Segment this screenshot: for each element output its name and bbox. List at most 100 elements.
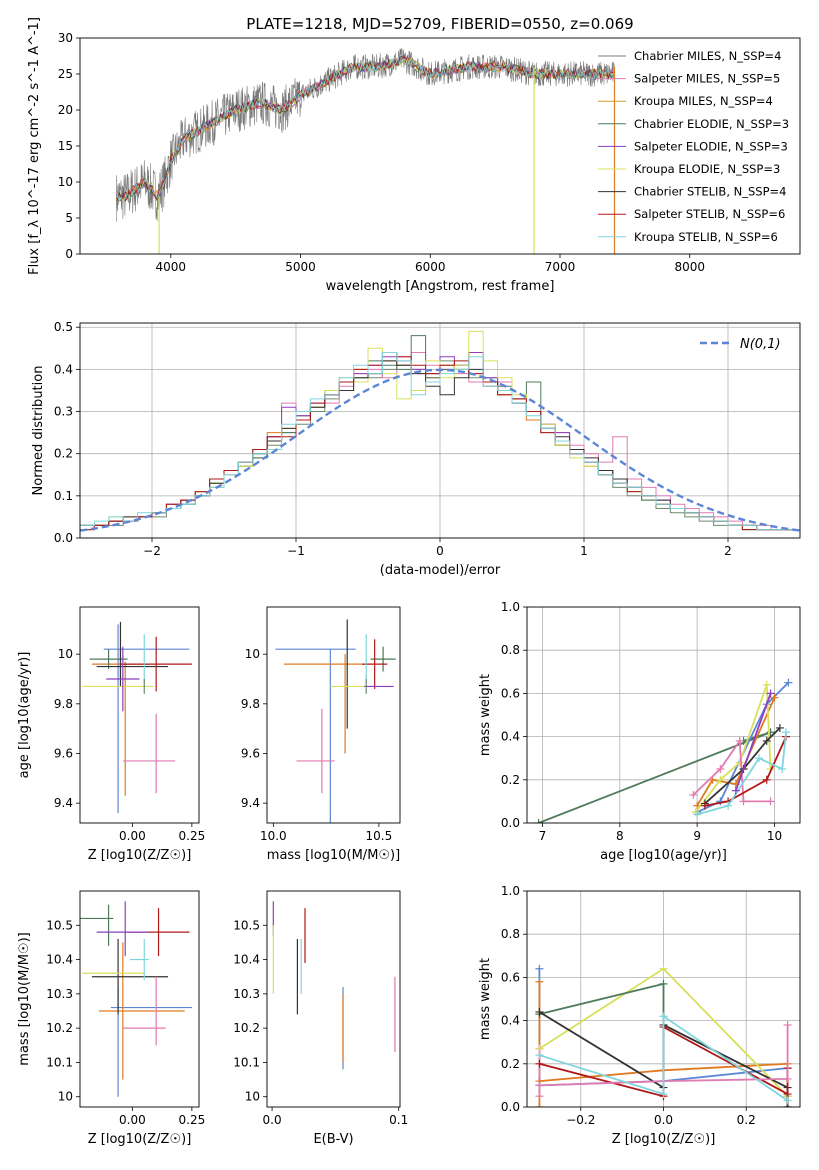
weight-marker [535,1059,544,1068]
plot-area [275,619,396,823]
weight-marker [783,1020,792,1029]
plot-area [82,621,192,814]
weight-marker [689,790,698,799]
axes-frame [526,606,801,824]
x-tick-label: 7 [539,829,547,843]
y-axis-label: mass [log10(M/M☉)] [17,932,32,1065]
x-tick-label: −1 [287,544,305,558]
weight-marker [784,678,793,687]
x-tick-label: 8 [616,829,624,843]
x-axis-label: Z [log10(Z/Z☉)] [88,848,192,863]
x-tick-label: 0.0 [263,1113,282,1127]
legend-entry: N(0,1) [740,337,781,352]
weight-marker [762,775,771,784]
error-bar-point [120,636,192,692]
weight-marker [535,1103,544,1107]
y-tick-label: 1.0 [501,884,520,898]
weight-marker [735,736,744,745]
weight-marker [762,680,771,689]
weight-marker [770,693,779,702]
y-axis-label: mass weight [478,958,493,1040]
weight-marker [659,979,668,988]
plot-area [527,607,800,823]
x-tick-label: 1 [580,544,588,558]
weight-marker [762,736,771,745]
x-tick-label: 5000 [285,260,316,274]
y-tick-label: 10.5 [233,918,260,932]
weight-marker [659,964,668,973]
weight-marker [716,775,725,784]
y-tick-label: 0.4 [501,730,520,744]
y-tick-label: 0.6 [501,686,520,700]
legend-entry: Salpeter ELODIE, N_SSP=3 [634,139,788,153]
y-tick-label: 0.0 [501,816,520,830]
weight-marker [782,728,791,737]
y-tick-label: 0.4 [501,1014,520,1028]
error-bar-point [106,646,140,712]
weight-marker [766,797,775,806]
x-tick-label: 8000 [674,260,705,274]
y-tick-label: 15 [58,139,73,153]
error-bar-point [89,649,128,670]
x-tick-label: 10.5 [366,829,393,843]
x-tick-label: 0 [436,544,444,558]
y-tick-label: 0.1 [54,489,73,503]
weight-marker [766,728,775,737]
panel-spectrum: 4000 5000 6000 7000 8000 0 5 10 15 20 25 30 Chabrier… [27,17,801,294]
weight-marker [659,1012,668,1021]
x-tick-label: 0.25 [179,1113,206,1127]
weight-marker [716,797,725,806]
gaussian-curve [80,368,800,532]
plot-area [272,901,396,1070]
panel-age-vs-mass: 10.0 10.5 9.4 9.6 9.8 10 mass [log10(M/M☉)] [241,606,401,863]
plot-area [527,891,800,1107]
y-tick-label: 10.3 [233,987,260,1001]
y-tick-label: 10.4 [46,953,73,967]
legend-entry: Salpeter STELIB, N_SSP=6 [634,207,785,221]
panel-mass-weight-vs-age: 7 8 9 10 0.0 0.2 0.4 0.6 0.8 1.0 age [log10(age/yr… [478,600,801,863]
weight-marker [724,801,733,810]
x-tick-label: −2 [143,544,161,558]
x-axis-label: age [log10(age/yr)] [600,848,727,863]
weight-marker [535,964,544,973]
y-tick-label: 10 [58,175,73,189]
weight-series-line [696,697,776,807]
y-tick-label: 0 [65,247,73,261]
x-tick-label: 0.25 [179,829,206,843]
legend-entry: Kroupa ELODIE, N_SSP=3 [634,162,780,176]
x-tick-label: 0.2 [737,1113,756,1127]
axes-frame [526,890,801,1108]
weight-marker [778,765,787,773]
y-tick-label: 0.5 [54,320,73,334]
y-tick-label: 30 [58,31,73,45]
x-axis-label: (data-model)/error [380,563,501,578]
y-tick-label: 10.1 [46,1055,73,1069]
y-tick-label: 10.2 [46,1021,73,1035]
weight-marker [535,1092,544,1101]
y-tick-label: 25 [58,67,73,81]
spectrum-data-line [116,48,615,222]
y-tick-label: 0.2 [501,1057,520,1071]
weight-marker [700,801,709,810]
y-tick-label: 10.1 [233,1055,260,1069]
weight-marker [775,723,784,732]
weight-marker [783,1074,792,1083]
spectrum-model-line [116,56,615,202]
weight-marker [535,1007,544,1016]
x-axis-label: Z [log10(Z/Z☉)] [88,1132,192,1147]
weight-marker [731,786,740,795]
y-tick-label: 0.0 [54,531,73,545]
panel-mass-vs-Z: 0.00 0.25 10 10.1 10.2 10.3 10.4 10.5 Z [log10(Z… [17,890,206,1147]
x-tick-label: 0.00 [119,1113,146,1127]
weight-marker [716,765,725,773]
y-axis-label: mass weight [478,674,493,756]
y-axis-label: Flux [f_λ 10^-17 erg cm^-2 s^-1 A^-1] [27,17,42,275]
y-tick-label: 10 [245,647,260,661]
panel-residual-histogram: −2 −1 0 1 2 0.0 0.1 0.2 0.3 0.4 0.5 N(0,1) (data-mod… [31,320,801,578]
weight-series-line [539,1014,789,1102]
x-tick-label: 0.0 [654,1113,673,1127]
y-tick-label: 10.3 [46,987,73,1001]
axes-frame [79,606,200,824]
y-tick-label: 0.8 [501,643,520,657]
